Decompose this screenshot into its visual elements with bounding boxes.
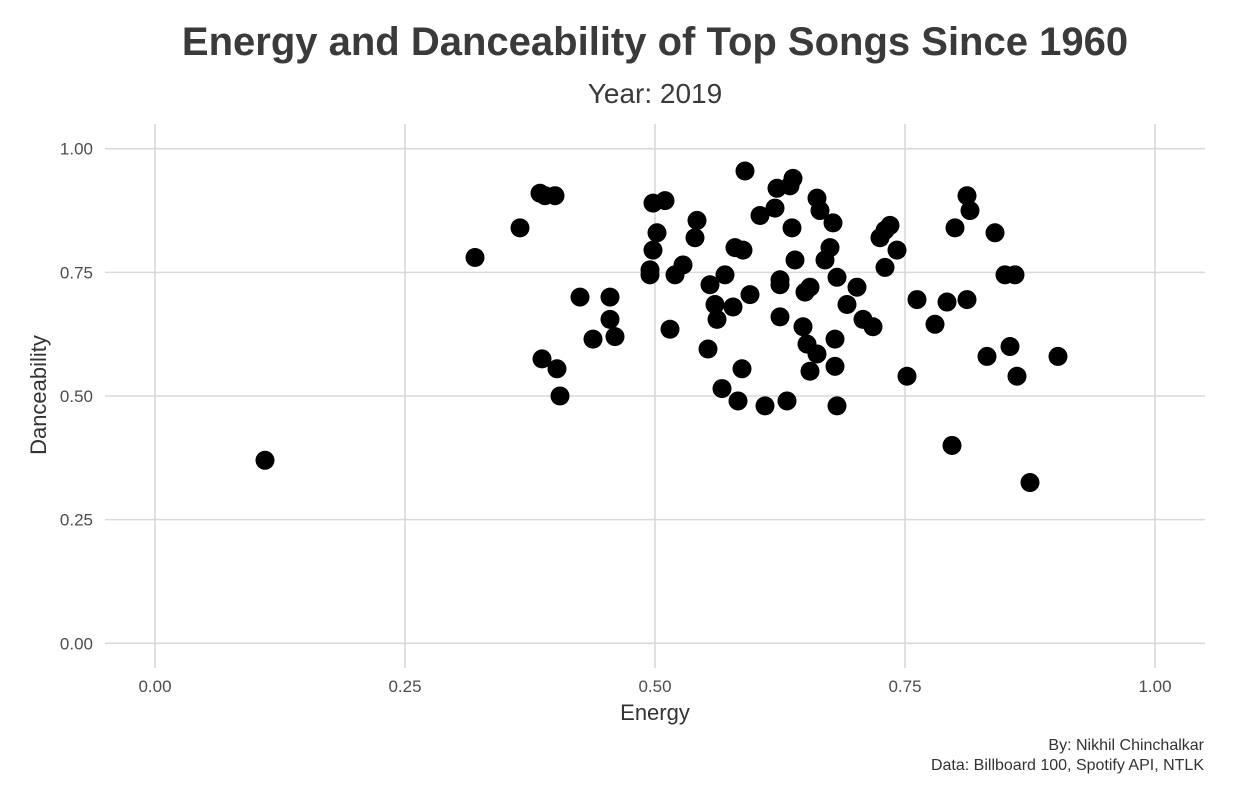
- y-axis-label: Danceability: [26, 335, 51, 455]
- data-point: [977, 346, 997, 366]
- data-point: [937, 292, 957, 312]
- y-tick-label: 0.50: [60, 387, 93, 406]
- data-point: [887, 240, 907, 260]
- caption-author: By: Nikhil Chinchalkar: [1048, 737, 1204, 754]
- data-point: [600, 287, 620, 307]
- data-point: [770, 307, 790, 327]
- y-tick-label: 0.75: [60, 263, 93, 282]
- x-tick-label: 0.25: [388, 677, 421, 696]
- data-point: [925, 314, 945, 334]
- data-point: [907, 290, 927, 310]
- data-point: [570, 287, 590, 307]
- data-point: [705, 295, 725, 315]
- data-point: [640, 260, 660, 280]
- data-point: [1048, 346, 1068, 366]
- data-point: [732, 359, 752, 379]
- data-point: [707, 309, 727, 329]
- data-point: [820, 238, 840, 258]
- data-point: [1007, 366, 1027, 386]
- data-point: [755, 396, 775, 416]
- x-tick-label: 0.75: [888, 677, 921, 696]
- data-point: [1000, 337, 1020, 357]
- data-point: [712, 379, 732, 399]
- chart-subtitle: Year: 2019: [587, 78, 723, 109]
- data-point: [643, 240, 663, 260]
- data-point: [793, 317, 813, 337]
- data-point: [723, 297, 743, 317]
- data-point: [700, 275, 720, 295]
- data-point: [960, 201, 980, 221]
- y-tick-label: 1.00: [60, 140, 93, 159]
- data-point: [655, 191, 675, 211]
- chart-title: Energy and Danceability of Top Songs Sin…: [181, 20, 1129, 64]
- data-point: [715, 265, 735, 285]
- data-point: [255, 450, 275, 470]
- data-point: [825, 356, 845, 376]
- data-point: [685, 228, 705, 248]
- data-point: [810, 201, 830, 221]
- data-point: [847, 277, 867, 297]
- data-point: [782, 218, 802, 238]
- data-point: [550, 386, 570, 406]
- data-point: [750, 205, 770, 225]
- data-point: [863, 317, 883, 337]
- data-point: [1020, 473, 1040, 493]
- x-tick-label: 0.00: [138, 677, 171, 696]
- data-point: [942, 435, 962, 455]
- data-point: [465, 248, 485, 268]
- data-point: [545, 186, 565, 206]
- data-point: [1005, 265, 1025, 285]
- data-point: [735, 161, 755, 181]
- data-point: [807, 344, 827, 364]
- data-point: [825, 329, 845, 349]
- data-point: [957, 186, 977, 206]
- data-point: [647, 223, 667, 243]
- data-point: [827, 267, 847, 287]
- data-point: [785, 250, 805, 270]
- data-point: [510, 218, 530, 238]
- data-point: [770, 270, 790, 290]
- data-point: [837, 295, 857, 315]
- data-point: [740, 285, 760, 305]
- data-point: [660, 319, 680, 339]
- data-point: [687, 210, 707, 230]
- data-point: [733, 240, 753, 260]
- data-point: [532, 349, 552, 369]
- y-tick-label: 0.00: [60, 634, 93, 653]
- data-point: [783, 168, 803, 188]
- data-point: [827, 396, 847, 416]
- data-point: [945, 218, 965, 238]
- data-point: [875, 257, 895, 277]
- data-points: [255, 161, 1068, 493]
- y-tick-labels: 0.00 0.25 0.50 0.75 1.00: [60, 140, 93, 654]
- data-point: [673, 255, 693, 275]
- caption-source: Data: Billboard 100, Spotify API, NTLK: [930, 757, 1204, 774]
- data-point: [880, 215, 900, 235]
- data-point: [957, 290, 977, 310]
- y-tick-label: 0.25: [60, 511, 93, 530]
- data-point: [583, 329, 603, 349]
- x-tick-labels: 0.00 0.25 0.50 0.75 1.00: [138, 677, 1171, 696]
- data-point: [800, 361, 820, 381]
- data-point: [765, 198, 785, 218]
- chart-caption: By: Nikhil Chinchalkar Data: Billboard 1…: [931, 736, 1204, 776]
- data-point: [985, 223, 1005, 243]
- data-point: [600, 309, 620, 329]
- data-point: [698, 339, 718, 359]
- data-point: [728, 391, 748, 411]
- data-point: [897, 366, 917, 386]
- x-tick-label: 1.00: [1138, 677, 1171, 696]
- data-point: [823, 213, 843, 233]
- data-point: [605, 327, 625, 347]
- x-tick-label: 0.50: [638, 677, 671, 696]
- data-point: [547, 359, 567, 379]
- x-axis-label: Energy: [620, 700, 690, 725]
- data-point: [800, 277, 820, 297]
- data-point: [777, 391, 797, 411]
